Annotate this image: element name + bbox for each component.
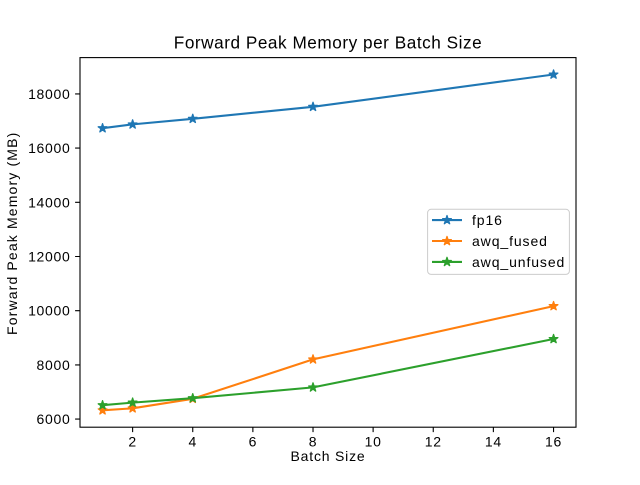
- svg-text:12: 12: [425, 434, 442, 450]
- svg-text:14: 14: [485, 434, 502, 450]
- svg-text:6000: 6000: [37, 411, 71, 427]
- svg-text:fp16: fp16: [472, 212, 503, 228]
- svg-text:6: 6: [249, 434, 258, 450]
- svg-text:8: 8: [309, 434, 318, 450]
- svg-text:Forward Peak Memory (MB): Forward Peak Memory (MB): [4, 132, 20, 335]
- svg-text:awq_fused: awq_fused: [472, 233, 548, 249]
- svg-text:18000: 18000: [28, 86, 70, 102]
- svg-text:10: 10: [365, 434, 382, 450]
- svg-text:10000: 10000: [28, 303, 70, 319]
- svg-text:4: 4: [189, 434, 198, 450]
- svg-text:Forward Peak Memory per Batch: Forward Peak Memory per Batch Size: [174, 33, 482, 53]
- svg-text:Batch Size: Batch Size: [291, 448, 366, 464]
- svg-text:2: 2: [128, 434, 137, 450]
- svg-text:12000: 12000: [28, 249, 70, 265]
- svg-text:awq_unfused: awq_unfused: [472, 254, 565, 270]
- svg-text:14000: 14000: [28, 194, 70, 210]
- svg-text:8000: 8000: [37, 357, 71, 373]
- svg-text:16000: 16000: [28, 140, 70, 156]
- svg-text:16: 16: [545, 434, 562, 450]
